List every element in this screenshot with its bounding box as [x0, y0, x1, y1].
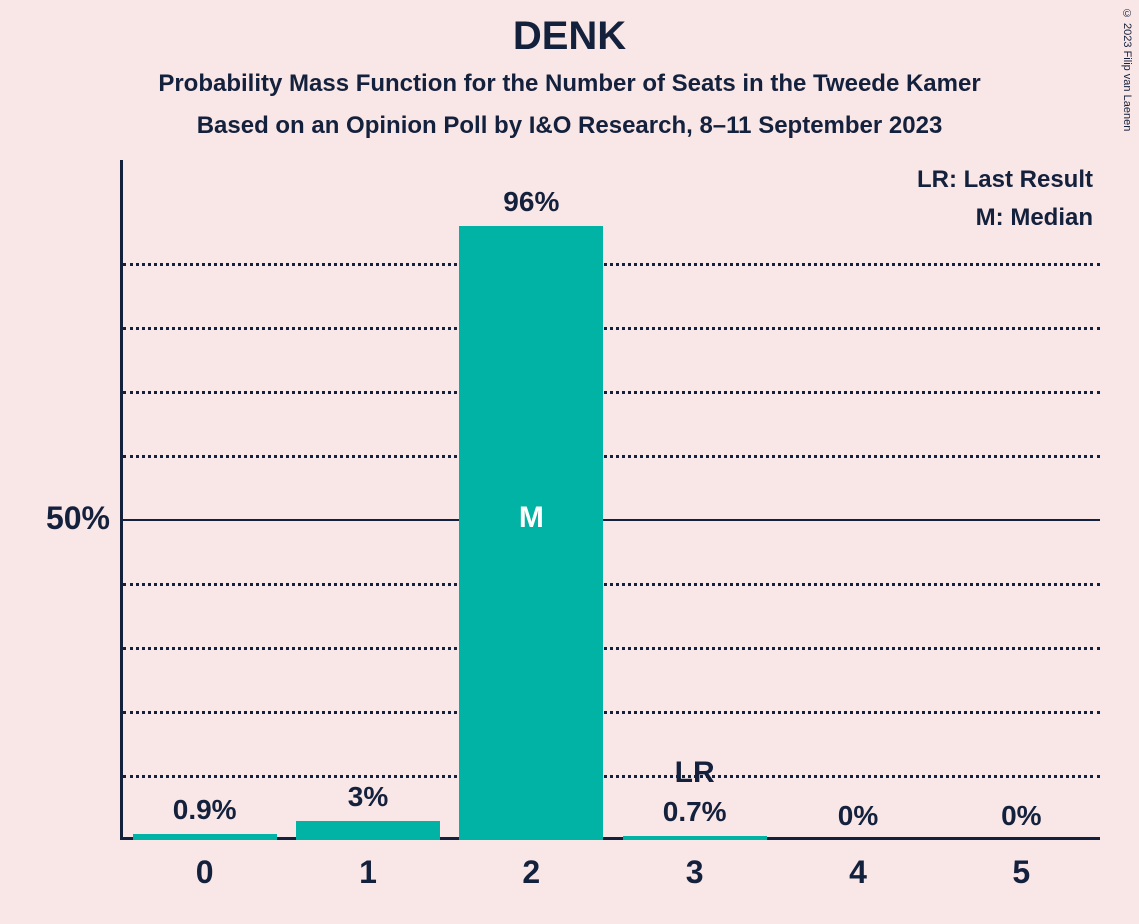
chart-subtitle-2: Based on an Opinion Poll by I&O Research…	[0, 112, 1139, 140]
bar-value-5: 0%	[940, 800, 1103, 832]
bar-value-1: 3%	[286, 781, 449, 813]
gridline-40	[123, 583, 1100, 586]
chart-title: DENK	[0, 14, 1139, 59]
x-tick-5: 5	[940, 854, 1103, 891]
gridline-30	[123, 647, 1100, 650]
x-tick-4: 4	[776, 854, 939, 891]
gridline-major-50	[123, 519, 1100, 521]
y-axis	[120, 160, 123, 840]
bar-1	[296, 821, 440, 840]
bar-3	[623, 836, 767, 840]
bar-value-2: 96%	[450, 186, 613, 218]
x-tick-3: 3	[613, 854, 776, 891]
y-tick-50: 50%	[10, 500, 110, 537]
bar-0	[133, 834, 277, 840]
copyright-notice: © 2023 Filip van Laenen	[1121, 8, 1133, 131]
bar-annotation-lr: LR	[613, 756, 776, 790]
legend-lr: LR: Last Result	[917, 166, 1093, 194]
bar-annotation-m: M	[459, 501, 603, 535]
chart-subtitle-1: Probability Mass Function for the Number…	[0, 70, 1139, 98]
bar-value-0: 0.9%	[123, 794, 286, 826]
x-tick-0: 0	[123, 854, 286, 891]
gridline-60	[123, 455, 1100, 458]
x-tick-1: 1	[286, 854, 449, 891]
gridline-70	[123, 391, 1100, 394]
x-tick-2: 2	[450, 854, 613, 891]
gridline-80	[123, 327, 1100, 330]
gridline-10	[123, 775, 1100, 778]
chart-container: DENK Probability Mass Function for the N…	[0, 0, 1139, 924]
bar-value-4: 0%	[776, 800, 939, 832]
gridline-20	[123, 711, 1100, 714]
bar-value-3: 0.7%	[613, 796, 776, 828]
plot-area	[120, 200, 1100, 840]
gridline-90	[123, 263, 1100, 266]
